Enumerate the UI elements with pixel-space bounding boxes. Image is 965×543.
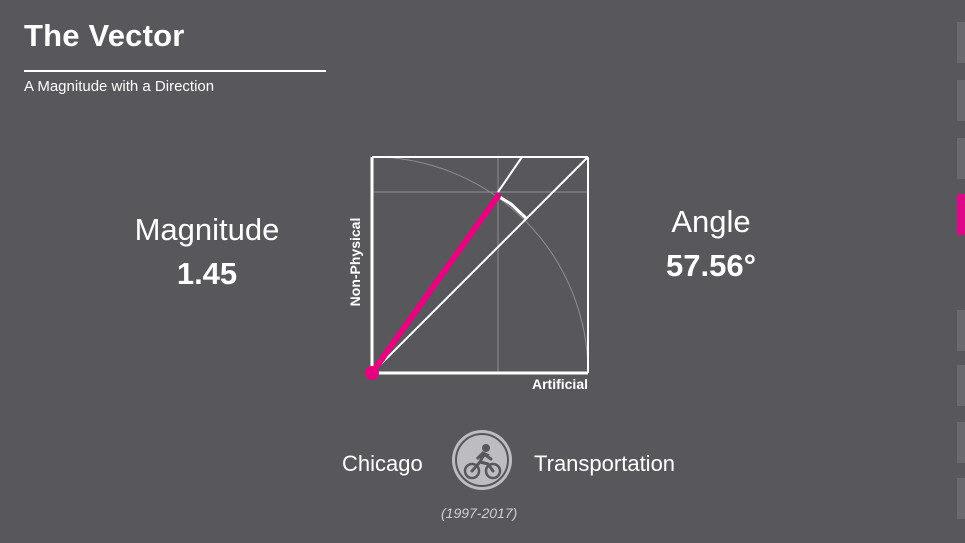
slide-nav-item-7[interactable] [957,422,965,463]
angle-arc-marker [497,194,529,221]
page-title: The Vector [24,18,185,53]
magnitude-label: Magnitude [134,212,280,247]
slide-nav-item-3[interactable] [957,138,965,179]
slide-nav-item-1[interactable] [957,22,965,63]
slide-nav-item-2[interactable] [957,80,965,121]
slide-nav-item-8[interactable] [957,478,965,519]
y-axis-label: Non-Physical [347,218,363,307]
vector-origin-dot [365,366,379,380]
magnitude-value: 1.45 [176,256,238,291]
category-label: Transportation [534,451,676,476]
angle-label: Angle [671,204,751,239]
year-range: (1997-2017) [441,505,518,521]
title-underline [24,70,326,72]
vector-line [369,193,501,376]
slide-nav-item-4[interactable] [957,194,965,235]
x-axis-label: Artificial [532,376,588,392]
angle-value: 57.56° [666,248,756,283]
angle-stat: Angle 57.56° [611,204,811,284]
diagonal-reference-line [371,156,589,374]
vector-diagram: Non-Physical Artificial [347,156,589,392]
magnitude-stat: Magnitude 1.45 [107,212,307,292]
cyclist-icon [452,430,512,490]
page-subtitle: A Magnitude with a Direction [24,78,215,95]
city-label: Chicago [342,451,423,476]
slide-nav-item-5[interactable] [957,310,965,351]
slide-nav-item-6[interactable] [957,365,965,406]
vector-extension-line [497,156,523,193]
